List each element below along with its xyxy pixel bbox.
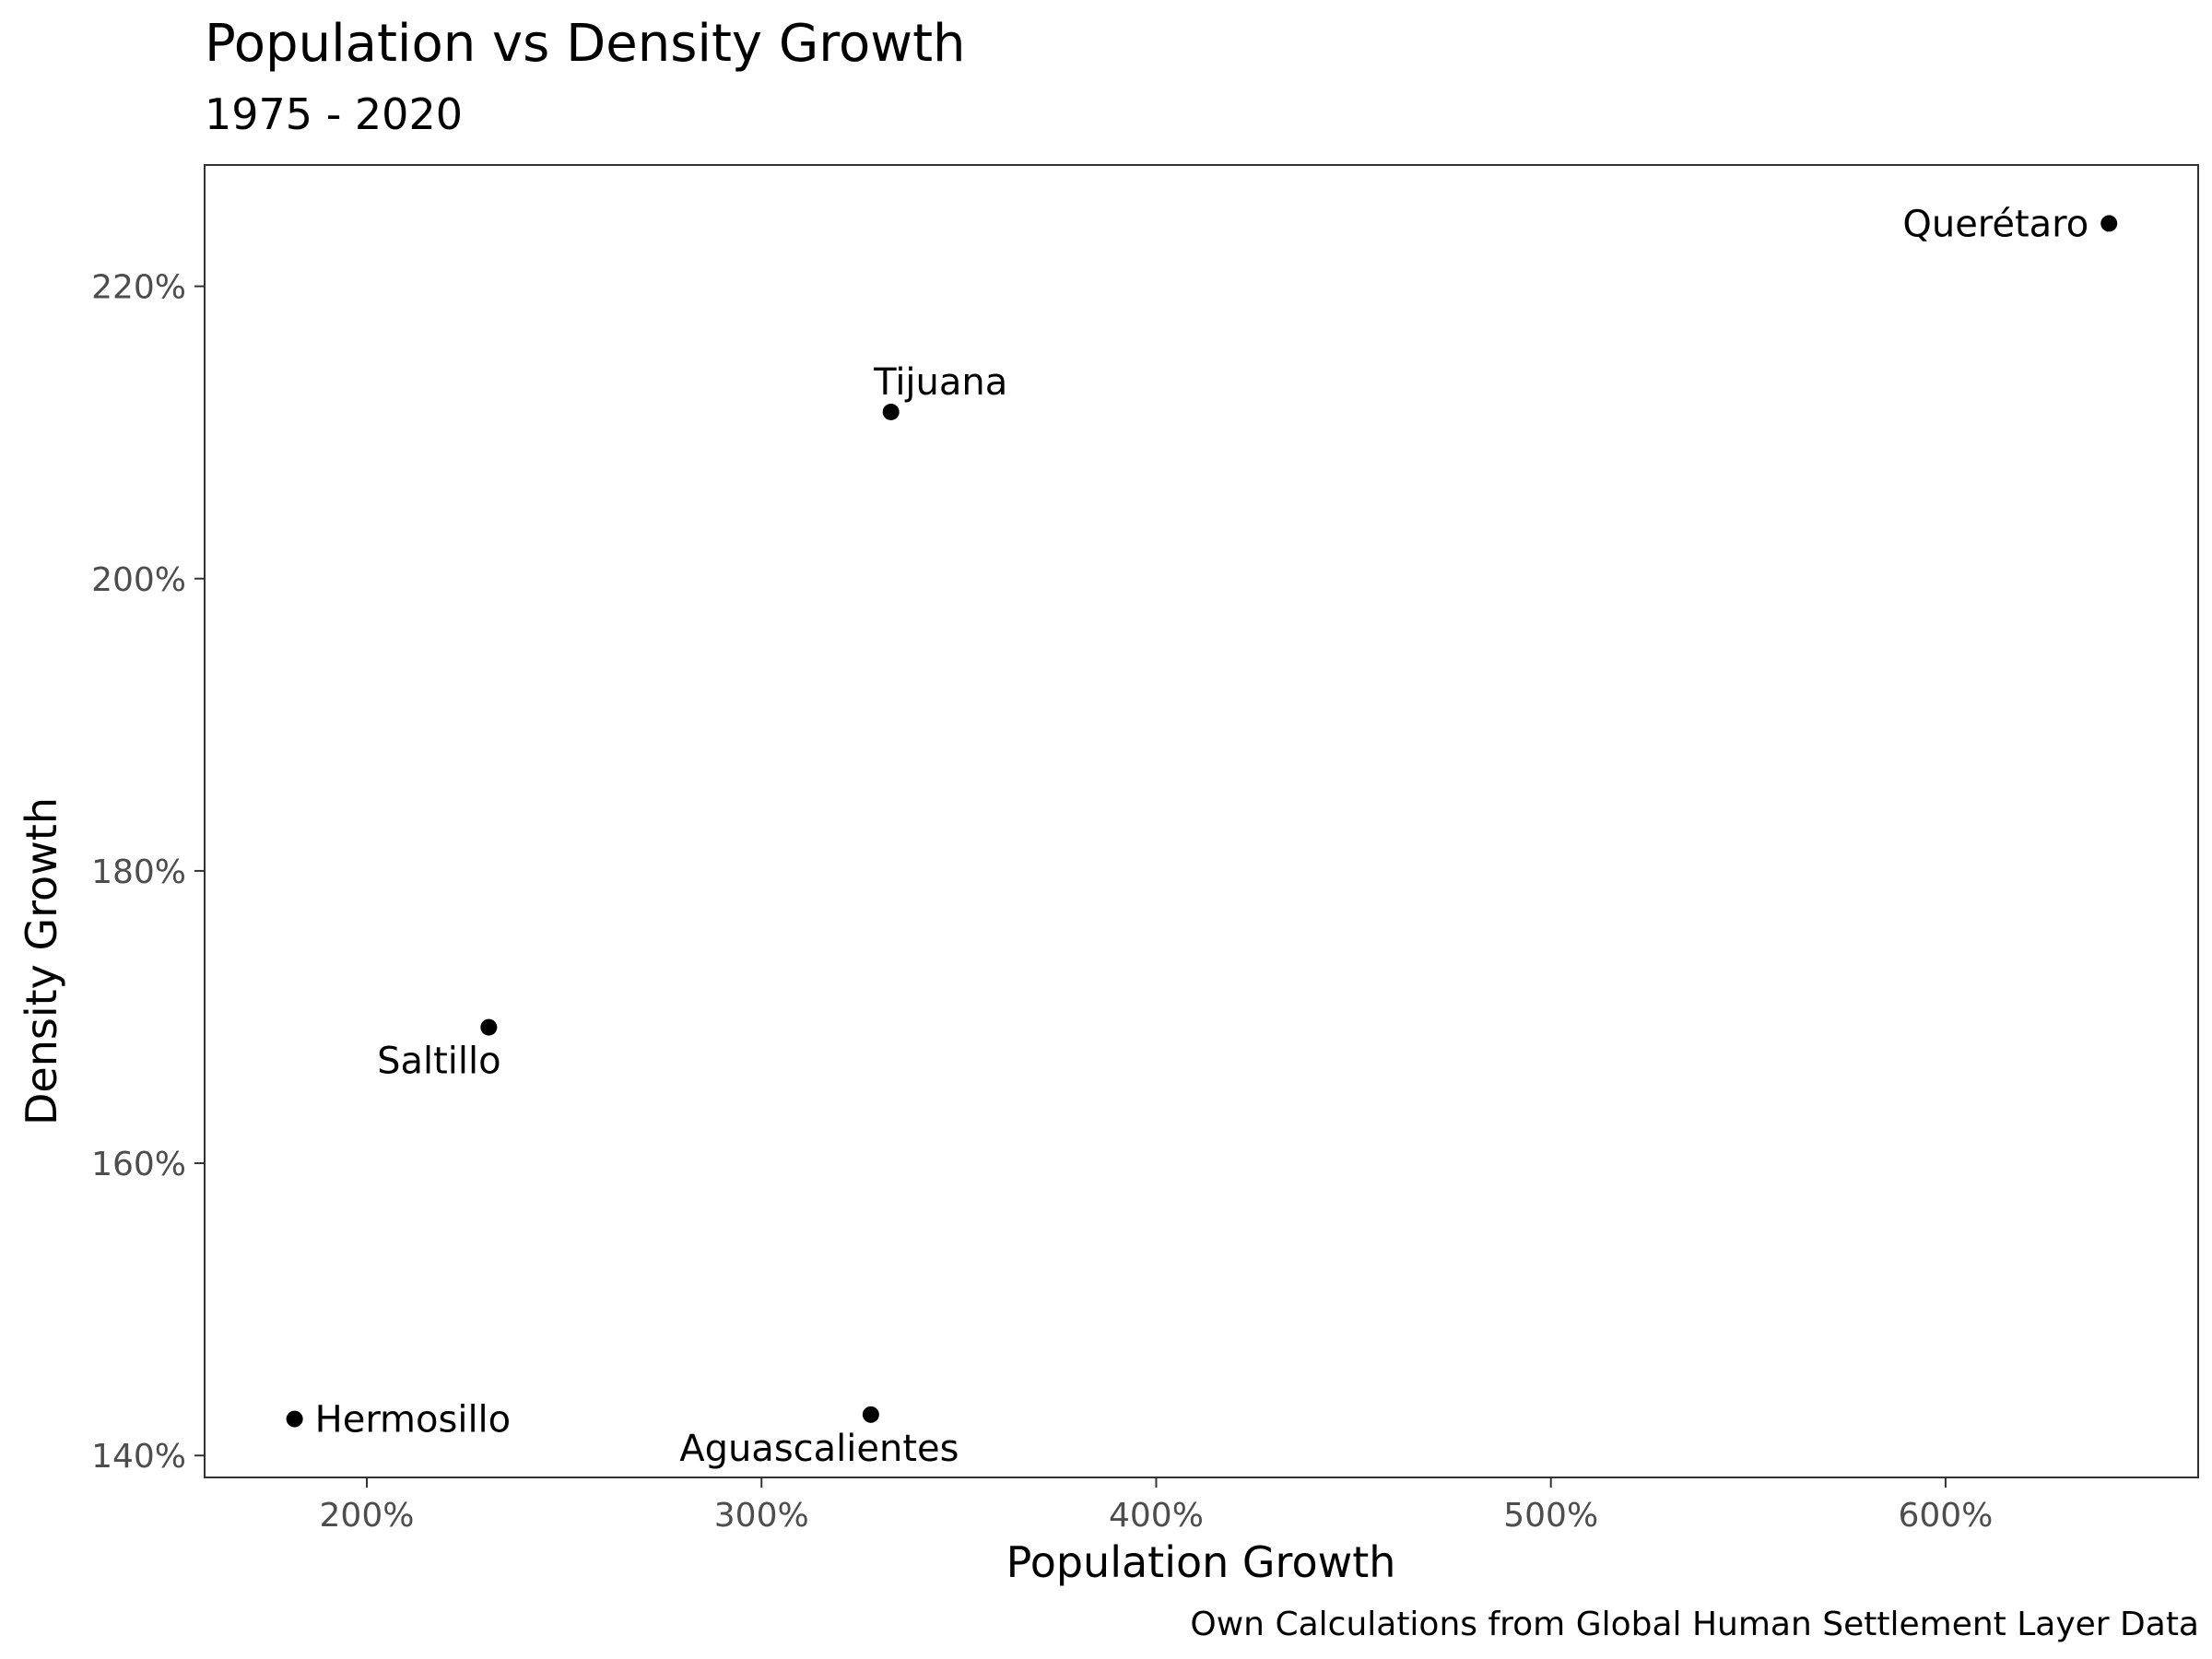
y-axis-title: Density Growth — [17, 797, 66, 1125]
x-axis-title: Population Growth — [1006, 1537, 1396, 1587]
points-layer — [286, 215, 2118, 1428]
data-point — [882, 403, 900, 420]
y-tick-label: 200% — [91, 561, 186, 599]
chart-title: Population vs Density Growth — [205, 14, 966, 74]
chart-caption: Own Calculations from Global Human Settl… — [1190, 1606, 2199, 1643]
y-tick-label: 140% — [91, 1438, 186, 1476]
x-tick-label: 500% — [1503, 1497, 1598, 1535]
point-label: Hermosillo — [315, 1399, 512, 1441]
y-tick-label: 220% — [91, 269, 186, 307]
x-tick-label: 200% — [320, 1497, 415, 1535]
x-tick-label: 300% — [714, 1497, 809, 1535]
data-point — [480, 1018, 498, 1036]
chart-subtitle: 1975 - 2020 — [205, 89, 463, 139]
x-axis: 200% 300% 400% 500% 600% — [320, 1477, 1993, 1535]
point-labels-layer: Querétaro Tijuana Saltillo Hermosillo Aguasc… — [315, 203, 2089, 1469]
plot-panel-border — [204, 164, 2199, 1478]
point-label: Querétaro — [1902, 203, 2088, 245]
y-axis: 140% 160% 180% 200% 220% — [91, 269, 205, 1476]
data-point — [862, 1406, 879, 1423]
data-point — [2100, 215, 2118, 232]
point-label: Aguascalientes — [679, 1428, 959, 1470]
point-label: Saltillo — [377, 1041, 501, 1083]
y-tick-label: 160% — [91, 1146, 186, 1183]
data-point — [286, 1410, 303, 1428]
x-tick-label: 400% — [1109, 1497, 1204, 1535]
x-tick-label: 600% — [1898, 1497, 1993, 1535]
y-tick-label: 180% — [91, 853, 186, 891]
point-label: Tijuana — [873, 361, 1007, 404]
